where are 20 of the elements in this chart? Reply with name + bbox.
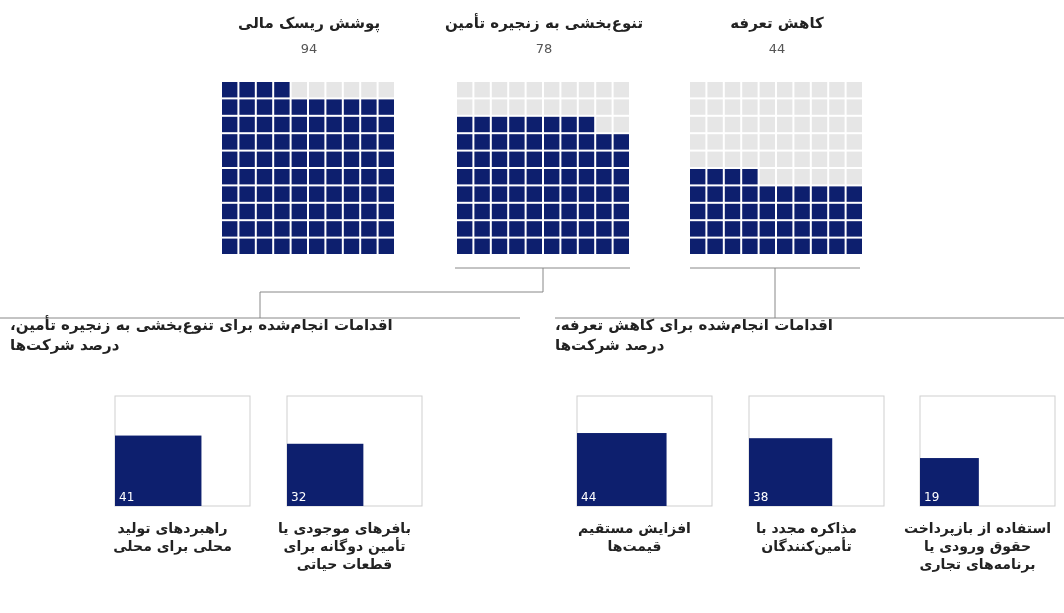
text: درصد شرکت‌ها — [555, 336, 665, 354]
data-label: 19 — [924, 490, 940, 504]
category-label: پوشش ریسک مالی — [237, 14, 381, 33]
text: درصد شرکت‌ها — [10, 336, 120, 354]
data-label: 38 — [753, 490, 769, 504]
data-label: 44 — [581, 490, 597, 504]
data-label: 41 — [119, 490, 135, 504]
text: اقدامات انجام‌شده برای تنوع‌بخشی به زنجیره تأمین، — [10, 315, 393, 334]
data-label: 32 — [291, 490, 307, 504]
data-label: 94 — [300, 41, 318, 56]
text: اقدامات انجام‌شده برای کاهش تعرفه، — [555, 316, 833, 334]
data-label: 78 — [535, 41, 553, 56]
data-label: 44 — [768, 41, 786, 56]
category-label: افزایش مستقیم قیمت‌ها — [578, 520, 691, 554]
category-label: بافرهای موجودی یا تأمین دوگانه برای قطعات حیاتی — [278, 520, 411, 572]
category-label: راهبردهای تولید محلی برای محلی — [113, 520, 232, 555]
category-label: استفاده از بازپرداخت حقوق ورودی یا برنامه‌های تجاری — [903, 520, 1052, 573]
category-label: کاهش تعرفه — [730, 14, 825, 32]
category-label: تنوع‌بخشی به زنجیره تأمین — [444, 13, 644, 32]
category-label: مذاکره مجدد با تأمین‌کنندگان — [756, 520, 857, 555]
